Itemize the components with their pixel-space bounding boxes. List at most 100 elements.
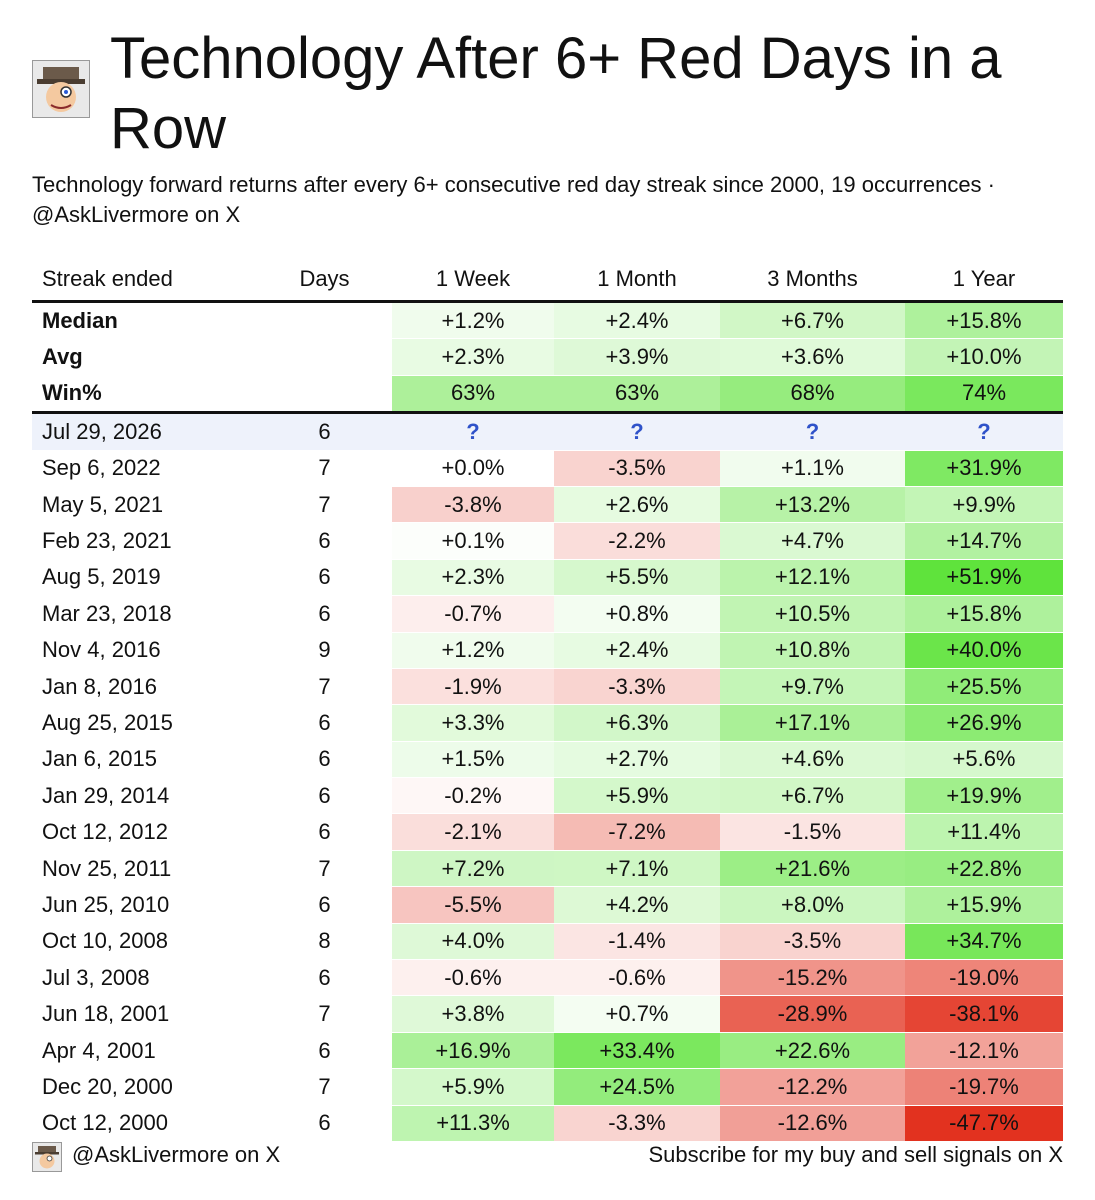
date-cell: Nov 25, 2011 <box>32 850 257 888</box>
return-cell: -3.5% <box>554 450 720 487</box>
days-cell: 6 <box>257 704 392 742</box>
table-row: Mar 23, 2018 6 -0.7% +0.8% +10.5% +15.8% <box>32 595 1063 633</box>
return-cell: -19.0% <box>905 959 1063 997</box>
detective-avatar-icon <box>32 1142 62 1172</box>
return-cell: -0.2% <box>392 777 554 815</box>
return-cell: -38.1% <box>905 995 1063 1033</box>
summary-label: Win% <box>32 375 257 415</box>
return-cell: +7.2% <box>392 850 554 888</box>
return-cell: +11.4% <box>905 813 1063 851</box>
return-cell: -0.7% <box>392 595 554 633</box>
footer: @AskLivermore on X Subscribe for my buy … <box>32 1140 1063 1174</box>
return-cell: +40.0% <box>905 632 1063 669</box>
return-cell: +16.9% <box>392 1032 554 1070</box>
table-row: Aug 5, 2019 6 +2.3% +5.5% +12.1% +51.9% <box>32 559 1063 597</box>
return-cell: +1.2% <box>392 632 554 669</box>
return-cell: +51.9% <box>905 559 1063 597</box>
return-cell: +6.3% <box>554 704 720 742</box>
return-cell: +13.2% <box>720 486 905 524</box>
days-cell: 6 <box>257 412 392 451</box>
return-cell: +34.7% <box>905 923 1063 961</box>
page-subtitle: Technology forward returns after every 6… <box>32 172 995 227</box>
date-cell: Jun 25, 2010 <box>32 886 257 924</box>
return-cell: +15.8% <box>905 301 1063 340</box>
date-cell: Oct 12, 2000 <box>32 1105 257 1142</box>
return-cell: +15.8% <box>905 595 1063 633</box>
return-cell: -3.5% <box>720 923 905 961</box>
return-cell: -1.4% <box>554 923 720 961</box>
table-row: Oct 10, 2008 8 +4.0% -1.4% -3.5% +34.7% <box>32 923 1063 961</box>
table-row: Apr 4, 2001 6 +16.9% +33.4% +22.6% -12.1% <box>32 1032 1063 1070</box>
return-cell: +19.9% <box>905 777 1063 815</box>
table-row: Jan 8, 2016 7 -1.9% -3.3% +9.7% +25.5% <box>32 668 1063 706</box>
days-cell: 7 <box>257 668 392 706</box>
return-cell: +10.8% <box>720 632 905 669</box>
footer-handle: @AskLivermore on X <box>72 1142 281 1167</box>
date-cell: May 5, 2021 <box>32 486 257 524</box>
return-cell: +2.4% <box>554 301 720 340</box>
return-cell: +0.7% <box>554 995 720 1033</box>
date-cell: Jan 8, 2016 <box>32 668 257 706</box>
return-cell: 68% <box>720 375 905 415</box>
return-cell: +11.3% <box>392 1105 554 1142</box>
return-cell: +8.0% <box>720 886 905 924</box>
days-cell: 6 <box>257 777 392 815</box>
return-cell: -0.6% <box>554 959 720 997</box>
return-cell: +2.4% <box>554 632 720 669</box>
return-cell: +0.8% <box>554 595 720 633</box>
return-cell: -19.7% <box>905 1068 1063 1106</box>
summary-label: Median <box>32 301 257 340</box>
days-cell: 6 <box>257 1105 392 1142</box>
summary-rows: Median +1.2% +2.4% +6.7% +15.8% Avg +2.3% +3.9%… <box>32 301 1063 415</box>
days-cell: 6 <box>257 1032 392 1070</box>
return-cell: -5.5% <box>392 886 554 924</box>
days-cell: 7 <box>257 995 392 1033</box>
return-cell: +21.6% <box>720 850 905 888</box>
return-cell: +33.4% <box>554 1032 720 1070</box>
column-header: Days <box>257 258 392 303</box>
return-cell: -3.3% <box>554 668 720 706</box>
date-cell: Nov 4, 2016 <box>32 632 257 669</box>
days-cell: 6 <box>257 741 392 779</box>
return-cell: +14.7% <box>905 522 1063 560</box>
days-cell: 6 <box>257 559 392 597</box>
return-cell: -12.2% <box>720 1068 905 1106</box>
table-row: Jan 29, 2014 6 -0.2% +5.9% +6.7% +19.9% <box>32 777 1063 815</box>
days-cell <box>257 375 392 415</box>
days-cell: 7 <box>257 850 392 888</box>
returns-table: Streak ended Days 1 Week 1 Month 3 Month… <box>32 258 1063 1142</box>
return-cell: +12.1% <box>720 559 905 597</box>
days-cell: 9 <box>257 632 392 669</box>
days-cell <box>257 301 392 340</box>
date-cell: Oct 12, 2012 <box>32 813 257 851</box>
return-cell: +3.8% <box>392 995 554 1033</box>
return-cell: -1.5% <box>720 813 905 851</box>
table-row: Oct 12, 2000 6 +11.3% -3.3% -12.6% -47.7% <box>32 1105 1063 1142</box>
return-cell: +22.6% <box>720 1032 905 1070</box>
table-row: May 5, 2021 7 -3.8% +2.6% +13.2% +9.9% <box>32 486 1063 524</box>
return-cell: -1.9% <box>392 668 554 706</box>
return-cell: +2.3% <box>392 559 554 597</box>
summary-label: Avg <box>32 338 257 376</box>
return-cell: +1.5% <box>392 741 554 779</box>
return-cell: +0.1% <box>392 522 554 560</box>
date-cell: Mar 23, 2018 <box>32 595 257 633</box>
return-cell: ? <box>905 412 1063 451</box>
return-cell: +6.7% <box>720 301 905 340</box>
return-cell: +3.9% <box>554 338 720 376</box>
table-row: Sep 6, 2022 7 +0.0% -3.5% +1.1% +31.9% <box>32 450 1063 487</box>
return-cell: +4.2% <box>554 886 720 924</box>
return-cell: +4.0% <box>392 923 554 961</box>
return-cell: +3.6% <box>720 338 905 376</box>
days-cell: 6 <box>257 595 392 633</box>
return-cell: -47.7% <box>905 1105 1063 1142</box>
column-header: 1 Month <box>554 258 720 303</box>
return-cell: -15.2% <box>720 959 905 997</box>
days-cell: 8 <box>257 923 392 961</box>
days-cell: 6 <box>257 959 392 997</box>
date-cell: Jan 29, 2014 <box>32 777 257 815</box>
days-cell: 7 <box>257 1068 392 1106</box>
return-cell: +22.8% <box>905 850 1063 888</box>
page-title: Technology After 6+ Red Days in a Row <box>110 26 1002 161</box>
header: Technology After 6+ Red Days in a Row <box>32 18 1072 168</box>
